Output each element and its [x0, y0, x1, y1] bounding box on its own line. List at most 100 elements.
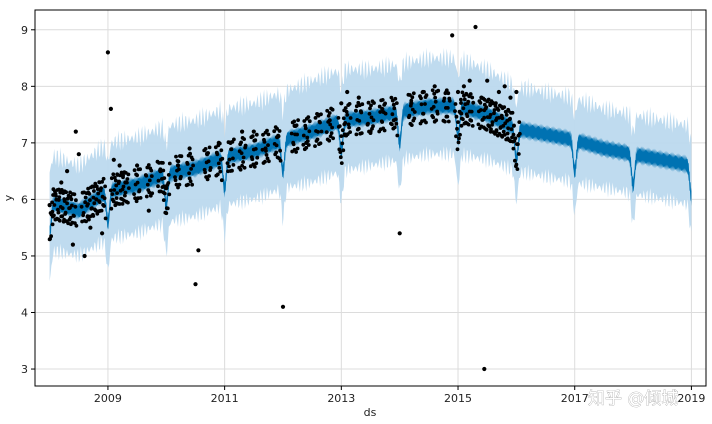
- observation-point: [263, 159, 267, 164]
- observation-point: [424, 93, 429, 98]
- observation-point: [231, 156, 235, 161]
- observation-point: [126, 200, 130, 205]
- observation-point: [508, 116, 512, 121]
- observation-point: [255, 155, 260, 160]
- observation-point: [515, 167, 520, 172]
- observation-point: [291, 142, 296, 147]
- observation-point: [455, 147, 460, 152]
- x-tick-label: 2013: [327, 392, 355, 405]
- observation-point: [60, 214, 65, 219]
- observation-point: [459, 97, 463, 102]
- observation-point: [120, 187, 125, 192]
- observation-point: [445, 114, 450, 119]
- observation-point: [315, 137, 320, 142]
- observation-point: [301, 142, 306, 147]
- observation-point: [389, 95, 394, 100]
- observation-point: [280, 304, 286, 309]
- observation-point: [50, 222, 55, 227]
- observation-point: [150, 191, 155, 196]
- observation-point: [326, 114, 331, 118]
- observation-point: [371, 118, 376, 123]
- observation-point: [324, 130, 329, 135]
- observation-point: [393, 96, 398, 101]
- observation-point: [173, 175, 177, 180]
- observation-point: [409, 98, 414, 103]
- observation-point: [372, 101, 376, 105]
- observation-point: [177, 167, 181, 172]
- observation-point: [289, 131, 294, 136]
- observation-point: [277, 129, 282, 133]
- y-tick-label: 6: [21, 193, 28, 206]
- observation-point: [466, 99, 471, 104]
- observation-point: [161, 168, 166, 173]
- observation-point: [488, 112, 493, 117]
- observation-point: [177, 182, 182, 187]
- observation-point: [266, 143, 270, 148]
- observation-point: [366, 100, 371, 105]
- observation-point: [101, 176, 106, 181]
- observation-point: [125, 180, 129, 185]
- observation-point: [208, 166, 213, 170]
- observation-point: [238, 167, 243, 172]
- observation-point: [74, 223, 79, 228]
- observation-point: [261, 132, 265, 137]
- observation-point: [147, 190, 152, 195]
- observation-point: [232, 137, 236, 142]
- observation-point: [339, 161, 344, 166]
- observation-point: [490, 123, 494, 127]
- observation-point: [421, 111, 426, 116]
- observation-point: [95, 187, 100, 192]
- observation-point: [215, 152, 220, 157]
- observation-point: [331, 136, 335, 141]
- observation-point: [434, 118, 439, 123]
- observation-point: [330, 125, 334, 130]
- observation-point: [380, 120, 385, 124]
- observation-point: [459, 101, 463, 105]
- observation-point: [343, 106, 348, 110]
- observation-point: [504, 113, 509, 117]
- observation-point: [366, 121, 370, 126]
- observation-point: [114, 183, 119, 188]
- observation-point: [102, 196, 107, 201]
- observation-point: [164, 211, 169, 216]
- observation-point: [207, 145, 212, 150]
- observation-point: [319, 112, 323, 117]
- observation-point: [514, 162, 519, 167]
- observation-point: [193, 282, 198, 287]
- observation-point: [187, 146, 192, 151]
- observation-point: [87, 192, 92, 196]
- observation-point: [454, 134, 458, 139]
- observation-point: [354, 104, 359, 109]
- observation-point: [91, 195, 96, 200]
- observation-point: [231, 163, 236, 167]
- observation-point: [90, 206, 94, 211]
- observation-point: [397, 231, 402, 236]
- observation-point: [147, 178, 152, 183]
- observation-point: [491, 101, 495, 105]
- observation-point: [454, 114, 459, 119]
- observation-point: [344, 109, 349, 114]
- observation-point: [219, 178, 224, 183]
- observation-point: [176, 185, 180, 190]
- observation-point: [117, 179, 121, 184]
- y-tick-label: 5: [21, 250, 28, 263]
- observation-point: [196, 248, 201, 253]
- observation-point: [303, 126, 308, 131]
- observation-point: [123, 190, 128, 195]
- observation-point: [265, 156, 270, 161]
- observation-point: [316, 130, 320, 134]
- observation-point: [102, 204, 106, 208]
- observation-point: [347, 102, 352, 106]
- observation-point: [144, 173, 149, 178]
- observation-point: [341, 116, 346, 121]
- observation-point: [92, 201, 97, 206]
- observation-point: [502, 105, 507, 109]
- observation-point: [216, 161, 221, 166]
- observation-point: [368, 106, 372, 111]
- observation-point: [123, 193, 127, 198]
- observation-point: [487, 124, 492, 129]
- observation-point: [166, 173, 171, 177]
- observation-point: [173, 178, 178, 183]
- observation-point: [121, 175, 125, 180]
